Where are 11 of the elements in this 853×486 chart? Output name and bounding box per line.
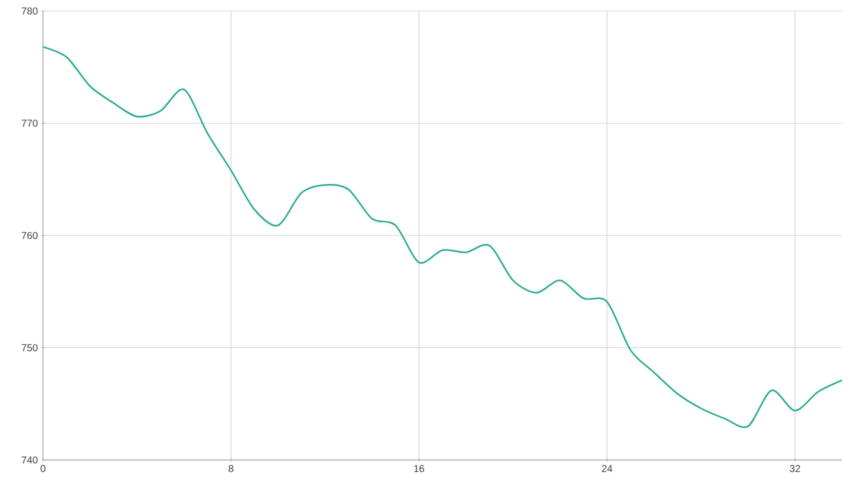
y-tick-label: 760	[22, 232, 38, 240]
y-tick-label: 750	[22, 344, 38, 352]
x-tick-label: 16	[414, 465, 424, 472]
x-tick-label: 24	[602, 465, 612, 472]
y-tick-label: 780	[22, 7, 38, 15]
line-series	[42, 46, 843, 428]
x-tick-label: 0	[40, 465, 46, 472]
y-tick-label: 740	[22, 456, 38, 464]
x-tick-label: 8	[228, 465, 234, 472]
y-tick-label: 770	[22, 120, 38, 127]
x-tick-label: 32	[790, 465, 800, 472]
